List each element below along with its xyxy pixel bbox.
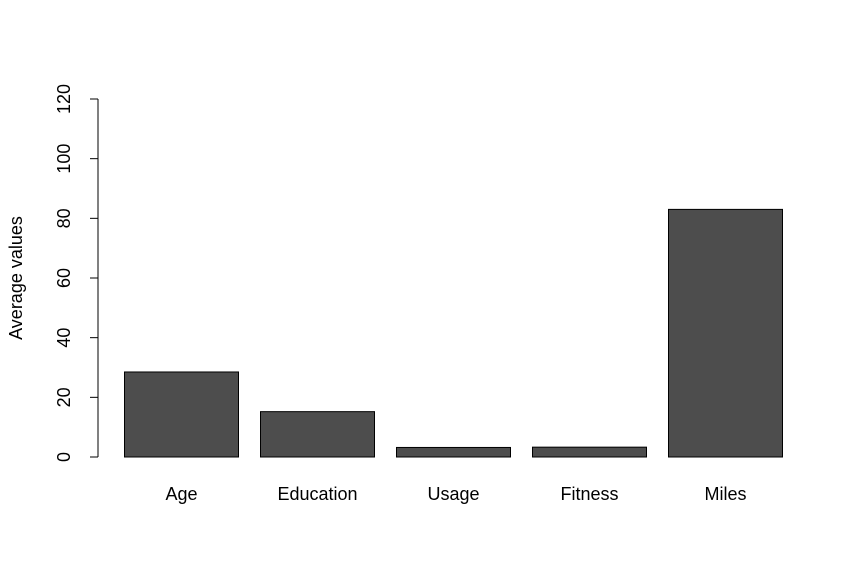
y-axis-title: Average values (6, 216, 26, 340)
x-tick-label: Usage (427, 484, 479, 504)
bars (124, 208, 783, 458)
y-tick-label: 60 (54, 268, 74, 288)
bar-education (260, 411, 375, 458)
y-tick-label: 20 (54, 387, 74, 407)
bar-age (124, 371, 239, 458)
x-tick-label: Miles (704, 484, 746, 504)
y-tick-label: 120 (54, 84, 74, 114)
x-tick-label: Education (277, 484, 357, 504)
bar-usage (396, 446, 511, 458)
y-tick-label: 100 (54, 144, 74, 174)
x-tick-label: Fitness (560, 484, 618, 504)
y-axis: 0 20 40 60 80 100 120 (54, 84, 99, 462)
y-tick-label: 80 (54, 208, 74, 228)
bar-miles (668, 208, 783, 458)
x-axis-labels: Age Education Usage Fitness Miles (165, 484, 746, 504)
bar-fitness (532, 446, 647, 458)
y-tick-label: 0 (54, 452, 74, 462)
y-tick-label: 40 (54, 328, 74, 348)
x-tick-label: Age (165, 484, 197, 504)
